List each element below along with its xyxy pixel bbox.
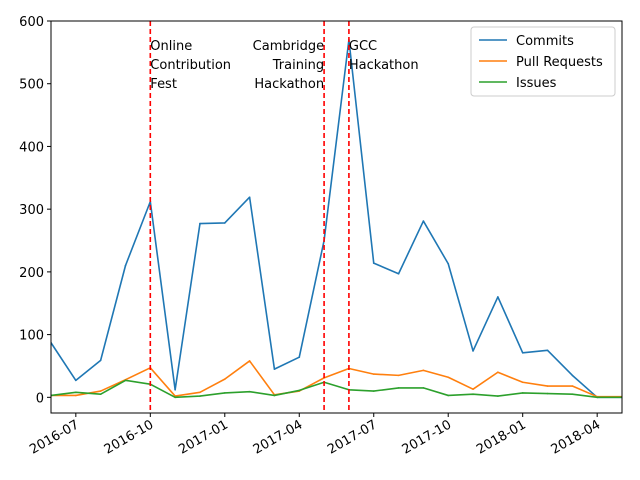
y-tick-label: 200 xyxy=(19,266,44,281)
series-line-pull-requests xyxy=(51,360,622,398)
data-point-issues xyxy=(199,395,201,397)
data-point-issues xyxy=(273,394,276,397)
data-point-issues xyxy=(223,392,226,394)
data-point-pull-requests xyxy=(422,369,425,372)
data-point-issues xyxy=(248,390,251,393)
data-point-pull-requests xyxy=(397,374,400,377)
data-point-pull-requests xyxy=(521,381,524,384)
y-tick-label: 0 xyxy=(36,391,44,406)
data-point-commits xyxy=(199,222,201,225)
data-point-pull-requests xyxy=(99,390,102,392)
data-point-issues xyxy=(571,393,574,395)
series-line-issues xyxy=(51,379,622,399)
data-point-issues xyxy=(397,387,400,389)
data-point-commits xyxy=(422,220,425,222)
data-point-issues xyxy=(174,396,176,399)
data-point-commits xyxy=(124,264,127,267)
data-point-commits xyxy=(372,262,375,264)
data-point-pull-requests xyxy=(497,371,499,374)
data-point-commits xyxy=(273,368,276,370)
data-point-commits xyxy=(521,351,524,354)
legend-label: Commits xyxy=(516,34,574,49)
data-point-issues xyxy=(75,391,77,394)
data-point-pull-requests xyxy=(447,376,450,379)
data-point-commits xyxy=(248,196,251,199)
data-point-pull-requests xyxy=(372,373,375,375)
data-point-commits xyxy=(472,350,474,352)
event-markers: Online Contribution Fest Cambridge Training H… xyxy=(149,21,419,413)
y-tick-label: 600 xyxy=(19,15,44,30)
data-point-commits xyxy=(397,272,400,275)
legend-box xyxy=(470,26,616,97)
data-point-commits xyxy=(447,262,450,265)
data-point-pull-requests xyxy=(571,385,574,387)
legend-label: Issues xyxy=(516,76,557,91)
data-point-issues xyxy=(521,392,524,394)
y-tick-label: 500 xyxy=(19,78,44,93)
data-point-commits xyxy=(546,349,549,352)
data-point-pull-requests xyxy=(75,394,77,397)
data-point-issues xyxy=(124,379,127,382)
data-point-issues xyxy=(497,395,499,397)
data-point-issues xyxy=(298,389,301,392)
data-point-issues xyxy=(472,393,474,395)
data-point-pull-requests xyxy=(472,388,474,390)
data-point-issues xyxy=(422,387,425,389)
y-tick-label: 400 xyxy=(19,140,44,155)
data-point-pull-requests xyxy=(199,391,201,394)
data-point-commits xyxy=(174,388,176,391)
legend: Commits Pull Requests Issues xyxy=(470,26,616,97)
data-point-commits xyxy=(571,374,574,377)
y-tick-label: 100 xyxy=(19,329,44,344)
data-point-issues xyxy=(596,396,598,399)
axes-frame xyxy=(50,20,623,414)
data-point-issues xyxy=(99,393,102,395)
event-label: Cambridge Training Hackathon xyxy=(253,39,324,92)
data-point-issues xyxy=(447,394,450,397)
data-point-commits xyxy=(99,359,102,362)
data-point-issues xyxy=(372,390,375,392)
data-point-issues xyxy=(546,392,549,395)
y-axis: 0 100 200 300 400 500 600 xyxy=(19,15,51,406)
data-point-pull-requests xyxy=(248,360,251,362)
series-line-commits xyxy=(51,39,622,399)
event-label: Online Contribution Fest xyxy=(150,39,231,92)
data-point-commits xyxy=(497,296,499,298)
data-point-commits xyxy=(298,356,301,358)
legend-label: Pull Requests xyxy=(516,55,603,70)
event-label: GCC Hackathon xyxy=(349,39,419,73)
data-point-pull-requests xyxy=(546,385,549,387)
y-tick-label: 300 xyxy=(19,203,44,218)
data-point-commits xyxy=(223,222,226,224)
data-point-pull-requests xyxy=(223,378,226,380)
data-point-commits xyxy=(75,379,77,382)
